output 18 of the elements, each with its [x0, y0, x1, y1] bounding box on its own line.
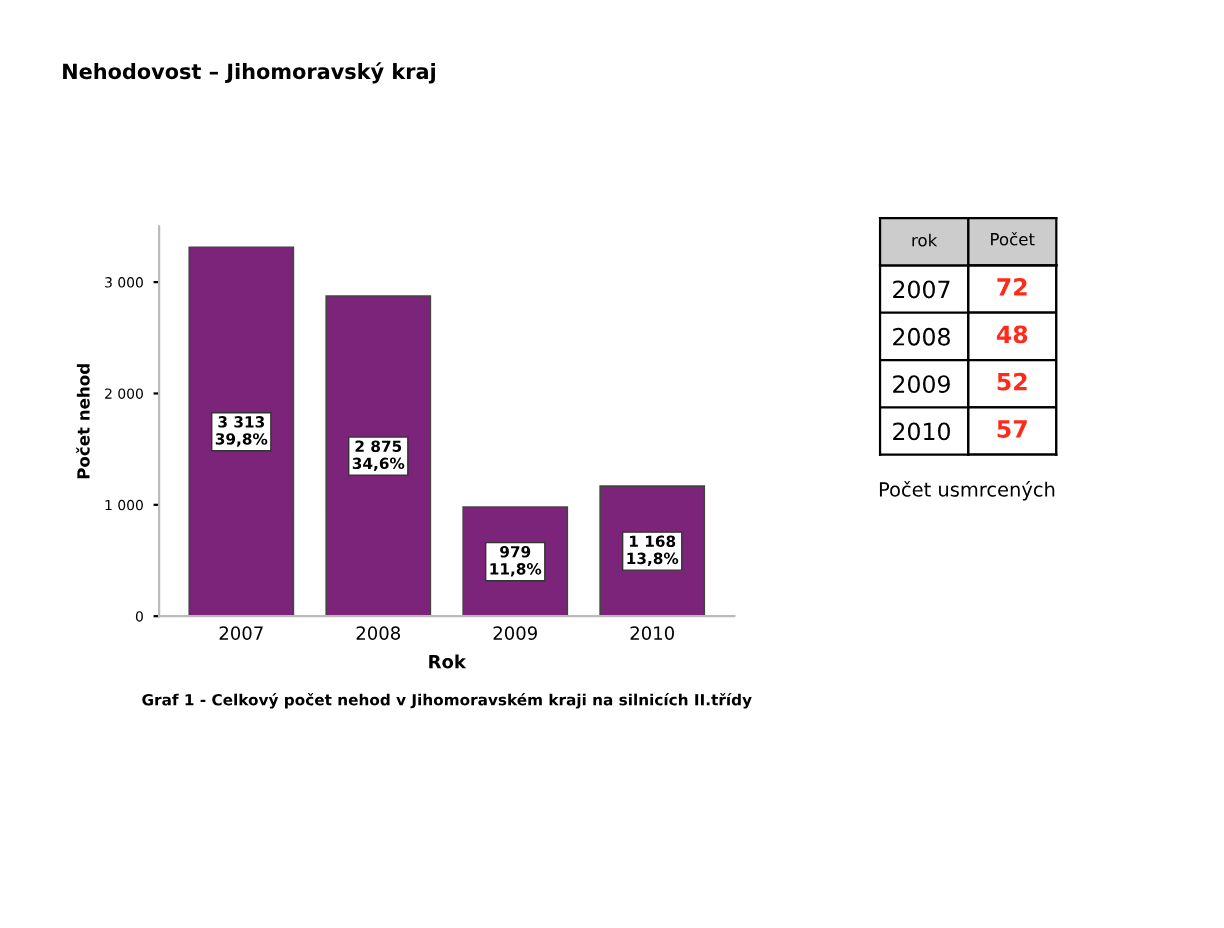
x-tick-label: 2009: [493, 626, 537, 640]
x-tick-label: 2008: [356, 626, 401, 640]
data-label: 72: [997, 278, 1027, 296]
y-tick-label: 2009: [893, 375, 950, 394]
x-tick-label: 2010: [630, 626, 674, 640]
data-label: 52: [997, 372, 1027, 391]
x-axis-title: Rok: [429, 654, 467, 669]
y-tick-label: 2008: [893, 327, 950, 346]
y-tick-label: 2010: [893, 422, 950, 441]
data-label: 48: [996, 325, 1028, 344]
x-tick-label: 2007: [219, 626, 263, 640]
y-axis-title: rok: [912, 233, 938, 247]
x-tick-label: Počet: [991, 231, 1035, 246]
data-label: 57: [997, 420, 1027, 438]
text: Počet usmrcených: [879, 480, 1055, 501]
chart-title: Nehodovost – Jihomoravský kraj: [63, 62, 435, 84]
y-tick-label: 2007: [893, 280, 950, 299]
y-axis-title: Počet nehod: [76, 364, 90, 479]
